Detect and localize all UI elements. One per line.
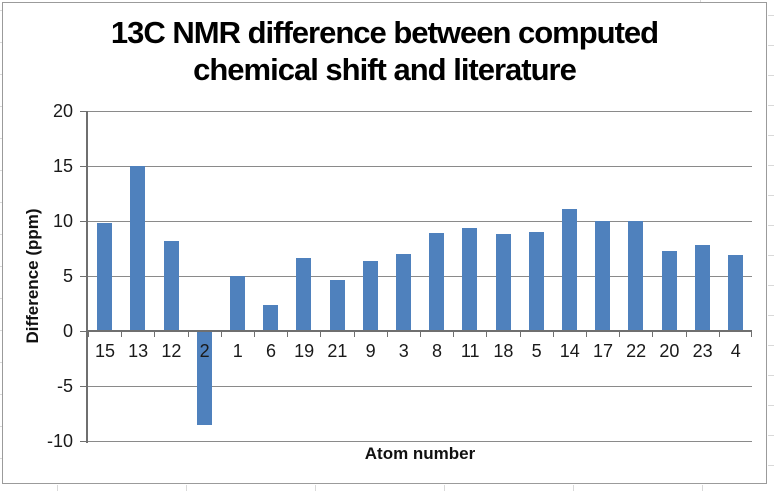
x-category-label-2: 2 — [199, 341, 210, 361]
x-category-label-11: 11 — [460, 341, 480, 361]
bar-atom-15[interactable] — [97, 223, 113, 331]
x-category-label-23: 23 — [692, 341, 713, 361]
bar-atom-20[interactable] — [661, 250, 677, 331]
x-category-label-22: 22 — [626, 341, 647, 361]
x-category-label-6: 6 — [265, 341, 276, 361]
y-tick-mark — [80, 441, 86, 442]
x-axis-title: Atom number — [364, 444, 476, 463]
x-category-label-4: 4 — [730, 341, 741, 361]
x-category-label-19: 19 — [294, 341, 315, 361]
bar-atom-14[interactable] — [561, 208, 577, 331]
y-axis-tick-labels: -10 -5 0 5 10 15 20 — [3, 101, 73, 451]
bar-atom-5[interactable] — [528, 232, 544, 331]
bar-atom-18[interactable] — [495, 234, 511, 331]
gridline-y-5 — [88, 276, 752, 277]
bar-atom-12[interactable] — [163, 240, 179, 331]
x-category-label-1: 1 — [232, 341, 243, 361]
x-tick-mark — [718, 332, 720, 337]
y-tick-mark — [80, 276, 86, 277]
chart-object[interactable]: 13C NMR difference between computed chem… — [2, 2, 767, 484]
y-tick-mark — [80, 331, 86, 332]
x-category-label-18: 18 — [493, 341, 514, 361]
x-category-label-3: 3 — [398, 341, 409, 361]
bar-atom-1[interactable] — [229, 276, 245, 331]
x-tick-mark — [88, 332, 89, 337]
bar-atom-17[interactable] — [595, 221, 611, 331]
y-tick-label-0: 0 — [62, 321, 73, 341]
spreadsheet-gridlines-right — [768, 0, 774, 491]
x-axis-line — [86, 330, 752, 332]
x-tick-mark — [121, 332, 123, 337]
x-axis-category-labels: 15 13 12 2 1 6 19 21 9 3 8 11 18 5 14 17 22 20 23 4 — [88, 341, 752, 361]
x-tick-mark — [519, 332, 521, 337]
y-tick-label--10: -10 — [46, 431, 73, 451]
x-category-label-8: 8 — [431, 341, 442, 361]
x-category-label-5: 5 — [531, 341, 542, 361]
y-tick-mark — [80, 386, 86, 387]
bar-atom-21[interactable] — [329, 280, 345, 331]
x-category-label-9: 9 — [365, 341, 376, 361]
gridline-y-15 — [88, 166, 752, 167]
x-tick-mark — [254, 332, 255, 337]
x-category-label-20: 20 — [659, 341, 680, 361]
bar-atom-8[interactable] — [429, 233, 445, 331]
gridline-y-20 — [88, 111, 752, 112]
x-tick-mark — [751, 332, 752, 337]
y-tick-mark — [80, 111, 86, 112]
y-tick-label-5: 5 — [62, 266, 73, 286]
x-tick-mark — [420, 332, 421, 337]
x-category-label-14: 14 — [559, 341, 580, 361]
chart-title-line-2: chemical shift and literature — [193, 52, 577, 87]
x-tick-mark — [287, 332, 289, 337]
y-tick-label-15: 15 — [52, 156, 73, 176]
x-tick-mark — [685, 332, 687, 337]
x-tick-mark — [486, 332, 488, 337]
x-tick-mark — [353, 332, 355, 337]
x-tick-mark — [187, 332, 189, 337]
y-tick-label-10: 10 — [52, 211, 73, 231]
x-tick-mark — [154, 332, 156, 337]
x-category-label-17: 17 — [592, 341, 614, 361]
y-axis-line — [86, 111, 88, 443]
bar-atom-19[interactable] — [296, 258, 312, 331]
x-tick-mark — [586, 332, 587, 337]
bar-atom-6[interactable] — [263, 304, 279, 331]
x-category-label-21: 21 — [327, 341, 348, 361]
x-tick-mark — [320, 332, 322, 337]
bar-atom-23[interactable] — [694, 245, 710, 331]
x-tick-mark — [453, 332, 455, 337]
gridline-y--10 — [88, 441, 752, 442]
x-tick-mark — [386, 332, 388, 337]
chart-title-line-1: 13C NMR difference between computed — [110, 15, 659, 50]
bar-atom-2[interactable] — [196, 331, 212, 425]
y-tick-label-20: 20 — [52, 101, 73, 121]
x-category-label-13: 13 — [128, 341, 149, 361]
x-tick-mark — [552, 332, 554, 337]
spreadsheet-gridlines-bottom — [0, 485, 774, 491]
x-tick-mark — [220, 332, 222, 337]
bar-atom-9[interactable] — [362, 260, 378, 331]
x-category-label-12: 12 — [161, 341, 182, 361]
x-tick-mark — [652, 332, 654, 337]
x-tick-mark — [619, 332, 621, 337]
bar-atom-11[interactable] — [462, 227, 478, 331]
y-tick-mark — [80, 166, 86, 167]
bar-atom-22[interactable] — [628, 221, 644, 331]
chart-title: 13C NMR difference between computed chem… — [3, 14, 766, 88]
y-tick-label--5: -5 — [56, 376, 73, 396]
bar-atom-13[interactable] — [130, 166, 146, 331]
gridline-y-10 — [88, 221, 752, 222]
gridline-y--5 — [88, 386, 752, 387]
x-category-label-15: 15 — [94, 341, 116, 361]
plot-area — [80, 111, 752, 443]
bar-atom-3[interactable] — [395, 254, 411, 331]
y-tick-mark — [80, 221, 86, 222]
bar-atom-4[interactable] — [727, 255, 743, 331]
